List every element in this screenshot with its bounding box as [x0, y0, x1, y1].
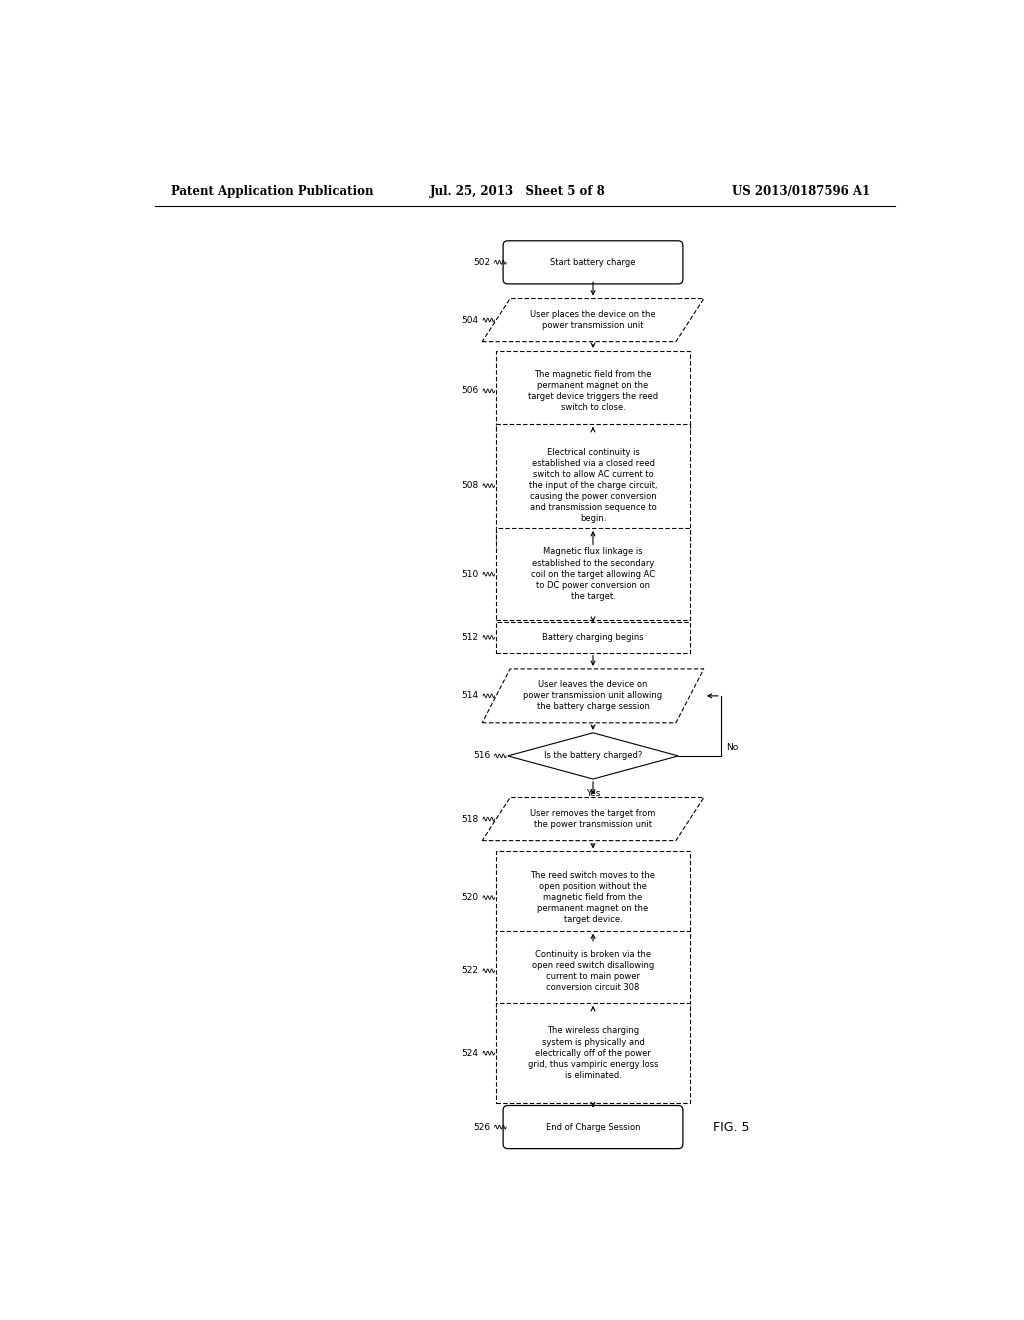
Text: Start battery charge: Start battery charge: [550, 257, 636, 267]
Polygon shape: [482, 298, 703, 342]
Text: FIG. 5: FIG. 5: [713, 1121, 750, 1134]
Text: 504: 504: [461, 315, 478, 325]
Text: 526: 526: [473, 1122, 490, 1131]
Text: Patent Application Publication: Patent Application Publication: [171, 185, 373, 198]
Text: US 2013/0187596 A1: US 2013/0187596 A1: [732, 185, 870, 198]
FancyBboxPatch shape: [503, 1106, 683, 1148]
Bar: [496, 1003, 690, 1104]
Text: Is the battery charged?: Is the battery charged?: [544, 751, 642, 760]
Text: 522: 522: [461, 966, 478, 975]
Bar: [496, 851, 690, 944]
Text: 514: 514: [461, 692, 478, 701]
Text: 512: 512: [461, 632, 478, 642]
FancyBboxPatch shape: [503, 240, 683, 284]
Text: 508: 508: [461, 482, 478, 490]
Bar: [496, 351, 690, 432]
Text: Magnetic flux linkage is
established to the secondary
coil on the target allowin: Magnetic flux linkage is established to …: [530, 548, 655, 601]
Bar: [496, 622, 690, 653]
Text: User removes the target from
the power transmission unit: User removes the target from the power t…: [530, 809, 655, 829]
Text: Jul. 25, 2013   Sheet 5 of 8: Jul. 25, 2013 Sheet 5 of 8: [430, 185, 606, 198]
Text: 520: 520: [461, 894, 478, 902]
Text: The wireless charging
system is physically and
electrically off of the power
gri: The wireless charging system is physical…: [527, 1027, 658, 1080]
Text: 502: 502: [473, 257, 490, 267]
Bar: [496, 528, 690, 620]
Text: 510: 510: [461, 570, 478, 578]
Text: No: No: [726, 743, 738, 752]
Polygon shape: [482, 797, 703, 841]
Text: Electrical continuity is
established via a closed reed
switch to allow AC curren: Electrical continuity is established via…: [528, 447, 657, 524]
Text: 516: 516: [473, 751, 490, 760]
Text: 524: 524: [461, 1048, 478, 1057]
Text: 506: 506: [461, 387, 478, 396]
Text: Yes: Yes: [586, 789, 600, 797]
Polygon shape: [482, 669, 703, 723]
Text: The magnetic field from the
permanent magnet on the
target device triggers the r: The magnetic field from the permanent ma…: [528, 370, 658, 412]
Text: User leaves the device on
power transmission unit allowing
the battery charge se: User leaves the device on power transmis…: [523, 680, 663, 711]
Text: End of Charge Session: End of Charge Session: [546, 1122, 640, 1131]
Text: User places the device on the
power transmission unit: User places the device on the power tran…: [530, 310, 655, 330]
Text: Continuity is broken via the
open reed switch disallowing
current to main power
: Continuity is broken via the open reed s…: [531, 949, 654, 991]
Bar: [496, 931, 690, 1011]
Bar: [496, 424, 690, 548]
Text: 518: 518: [461, 814, 478, 824]
Text: The reed switch moves to the
open position without the
magnetic field from the
p: The reed switch moves to the open positi…: [530, 871, 655, 924]
Text: Battery charging begins: Battery charging begins: [542, 632, 644, 642]
Polygon shape: [508, 733, 678, 779]
